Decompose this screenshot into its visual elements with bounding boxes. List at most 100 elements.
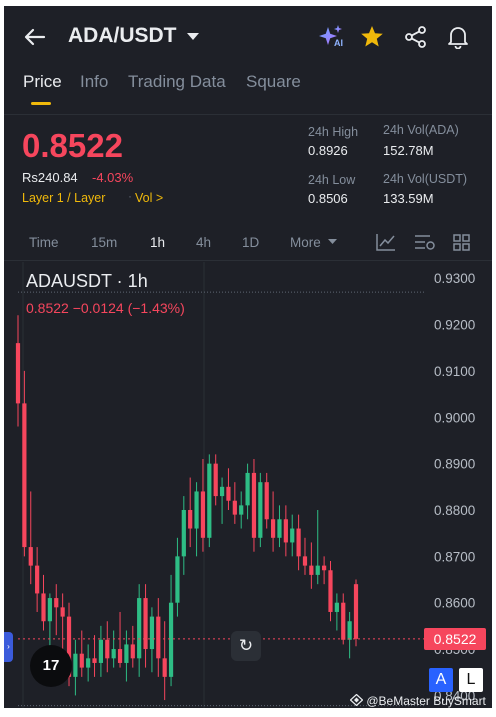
tag-layer[interactable]: Layer 1 / Layer bbox=[22, 191, 106, 205]
tf-1h[interactable]: 1h bbox=[150, 235, 166, 250]
tab-square[interactable]: Square bbox=[246, 72, 301, 91]
ai-sparkle-icon bbox=[319, 25, 342, 45]
candle-down bbox=[232, 482, 237, 524]
back-arrow-icon[interactable] bbox=[24, 28, 46, 46]
candle-down bbox=[15, 315, 21, 427]
candle-up bbox=[315, 509, 320, 585]
chevron-right-icon: > bbox=[155, 191, 164, 205]
star-icon[interactable] bbox=[360, 25, 384, 48]
candle-down bbox=[302, 537, 308, 575]
candle-down bbox=[341, 593, 346, 645]
candle-down bbox=[143, 584, 148, 668]
candle-up bbox=[347, 611, 352, 659]
grid-layout-icon[interactable] bbox=[453, 234, 470, 251]
tf-4h[interactable]: 4h bbox=[196, 235, 212, 250]
line-chart-icon[interactable] bbox=[376, 233, 396, 251]
vol-ada-label: 24h Vol(ADA) bbox=[383, 123, 459, 137]
tf-1d[interactable]: 1D bbox=[242, 235, 260, 250]
auto-scale-button[interactable]: A bbox=[429, 668, 453, 692]
ai-badge: AI bbox=[334, 38, 343, 48]
candle-down bbox=[200, 459, 206, 552]
tf-time[interactable]: Time bbox=[29, 235, 59, 250]
tf-more[interactable]: More bbox=[290, 235, 337, 250]
y-tick-label: 0.9200 bbox=[434, 318, 475, 333]
candle-down bbox=[188, 477, 193, 548]
candle-up bbox=[149, 607, 155, 673]
y-tick-label: 0.9100 bbox=[434, 364, 475, 379]
candle-up bbox=[124, 630, 129, 682]
tag-separator: · bbox=[128, 189, 132, 203]
candle-down bbox=[28, 491, 33, 585]
watermark-text: @BeMaster BuySmart bbox=[366, 694, 486, 708]
candle-up bbox=[137, 584, 142, 677]
candle-down bbox=[92, 635, 97, 677]
y-tick-label: 0.8700 bbox=[434, 549, 475, 564]
chart-ohlc-info: 0.8522 −0.0124 (−1.43%) bbox=[26, 300, 185, 316]
candle-up bbox=[181, 496, 186, 575]
candle-up bbox=[277, 505, 282, 548]
candle-up bbox=[258, 472, 263, 548]
y-tick-label: 0.8400 bbox=[434, 688, 475, 703]
candle-up bbox=[47, 593, 52, 650]
last-price: 0.8522 bbox=[22, 127, 123, 164]
candle-down bbox=[226, 468, 231, 510]
reset-chart-button[interactable]: ↻ bbox=[231, 631, 261, 661]
tabs-divider bbox=[4, 114, 492, 115]
caret-down-icon bbox=[327, 239, 337, 244]
candle-down bbox=[41, 574, 46, 631]
tab-info[interactable]: Info bbox=[80, 72, 109, 91]
active-tab-indicator bbox=[31, 102, 51, 105]
candle-up bbox=[98, 625, 104, 677]
caret-down-icon[interactable] bbox=[187, 33, 199, 41]
candle-up bbox=[239, 491, 244, 529]
y-tick-label: 0.8900 bbox=[434, 457, 475, 472]
tf-15m[interactable]: 15m bbox=[91, 235, 118, 250]
candle-up bbox=[194, 482, 199, 557]
pair-title[interactable]: ADA/USDT bbox=[68, 24, 177, 47]
candle-down bbox=[213, 454, 218, 506]
tf-more-label: More bbox=[290, 235, 321, 250]
side-panel-handle[interactable]: › bbox=[4, 632, 13, 662]
candle-down bbox=[353, 579, 359, 647]
candle-down bbox=[162, 621, 167, 701]
share-icon[interactable] bbox=[404, 26, 428, 48]
reset-icon: ↻ bbox=[238, 636, 254, 655]
candle-down bbox=[156, 598, 161, 677]
candle-up bbox=[168, 574, 174, 687]
candle-up bbox=[86, 644, 91, 682]
candle-down bbox=[309, 542, 314, 589]
candle-down bbox=[130, 625, 135, 668]
timeframe-divider bbox=[4, 260, 492, 261]
indicator-settings-icon[interactable] bbox=[414, 234, 436, 251]
tab-trading-data[interactable]: Trading Data bbox=[128, 72, 226, 91]
candle-down bbox=[60, 593, 65, 650]
log-scale-button[interactable]: L bbox=[459, 668, 483, 692]
candle-down bbox=[251, 459, 257, 552]
candlestick-chart[interactable]: 0.9300 0.9200 0.9100 0.9000 0.8900 0.8800 0.87… bbox=[4, 262, 492, 708]
candle-down bbox=[270, 491, 276, 552]
candle-up bbox=[334, 593, 339, 631]
candle-up bbox=[207, 454, 212, 548]
price-change: -4.03% bbox=[92, 170, 134, 185]
tag-vol[interactable]: Vol > bbox=[135, 191, 163, 205]
low-value: 0.8506 bbox=[308, 191, 348, 206]
candle-down bbox=[22, 370, 27, 557]
tab-price[interactable]: Price bbox=[23, 72, 62, 91]
candle-down bbox=[54, 584, 59, 636]
low-label: 24h Low bbox=[308, 173, 356, 187]
candle-down bbox=[79, 630, 84, 677]
candle-down bbox=[283, 505, 288, 557]
ai-button[interactable]: AI bbox=[318, 24, 346, 50]
candle-up bbox=[73, 639, 78, 696]
y-tick-label: 0.8800 bbox=[434, 503, 475, 518]
y-tick-label: 0.8600 bbox=[434, 596, 475, 611]
y-tick-label: 0.9300 bbox=[434, 271, 475, 286]
binance-logo-icon bbox=[349, 693, 364, 707]
candle-down bbox=[322, 556, 327, 585]
fiat-price: Rs240.84 bbox=[22, 170, 78, 185]
bell-icon[interactable] bbox=[447, 25, 469, 49]
candle-up bbox=[219, 477, 225, 524]
watermark: @BeMaster BuySmart bbox=[349, 693, 486, 708]
tradingview-logo: 17 bbox=[30, 645, 72, 687]
high-value: 0.8926 bbox=[308, 143, 348, 158]
